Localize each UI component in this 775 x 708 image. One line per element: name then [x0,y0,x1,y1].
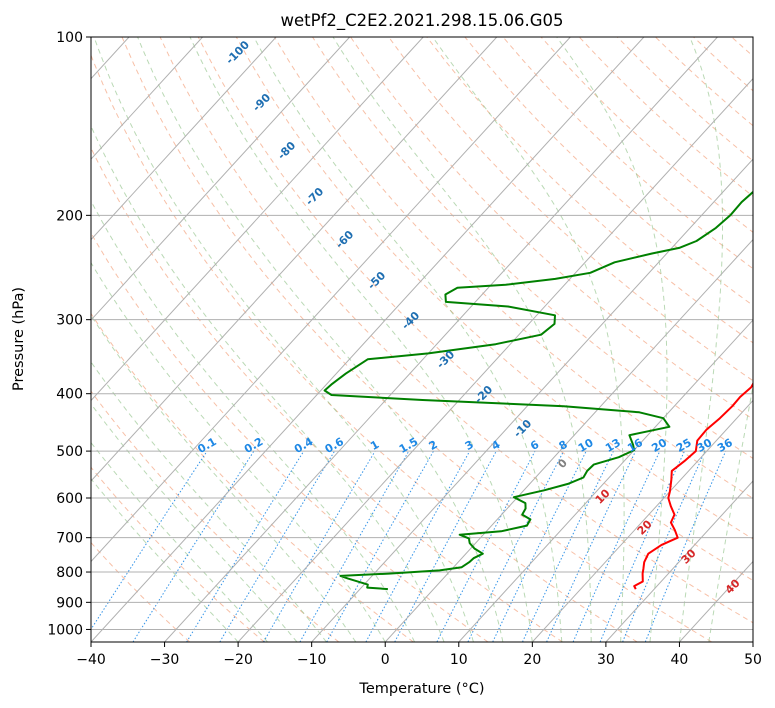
moist-adiabat [678,37,723,642]
plot-frame [90,36,754,643]
moist-adiabat [556,37,668,642]
moist-adiabat [332,37,592,642]
moist-adiabat [91,314,357,642]
moist-adiabat [91,478,239,642]
x-axis-title: Temperature (°C) [358,681,484,697]
x-tick-label: 0 [381,652,390,668]
isotherm-gridline [531,399,753,642]
x-tick-label: 40 [671,652,689,668]
isotherm-gridline [91,37,277,241]
dry-adiabat [464,37,753,307]
dry-adiabat [91,466,265,642]
isotherm-gridline [311,158,753,642]
y-tick-label: 900 [56,595,83,611]
x-tick-label: 20 [523,652,541,668]
mixing-ratio-line [326,450,434,642]
dry-adiabat [388,37,753,382]
y-axis-title: Pressure (hPa) [11,287,27,391]
dry-adiabat [91,146,563,642]
moist-adiabat [708,383,753,642]
dry-adiabat [159,37,753,624]
dewpoint-profile-line [323,190,753,591]
temperature-profile-line [633,381,753,590]
isotherm-gridline [605,480,753,642]
isotherm-gridline [384,238,753,642]
isotherm-gridline [91,37,645,642]
isotherm-gridline [91,37,351,321]
moist-adiabat [253,37,563,642]
x-tick-label: −20 [223,652,253,668]
y-tick-label: 700 [56,531,83,547]
x-axis: −40 −30 −20 −10 0 10 20 30 40 50 [76,642,762,668]
dry-adiabat [91,53,638,642]
y-tick-label: 1000 [47,622,83,638]
y-tick-label: 600 [56,491,83,507]
mixing-ratio-line [572,450,661,642]
y-axis: 100 200 300 400 500 600 700 800 900 1000 [47,30,91,638]
isotherm-gridline [91,37,571,563]
mixing-ratio-line [599,450,685,642]
y-tick-label: 500 [56,444,83,460]
x-tick-label: 10 [450,652,468,668]
mixing-ratio-line [219,450,336,642]
moist-adiabat [91,125,445,642]
mixing-ratio-line [186,450,305,642]
mixing-ratio-line [622,450,706,642]
isotherm-gridline [164,37,718,642]
moist-adiabat [432,37,625,642]
mixing-ratio-line [522,450,614,642]
moist-adiabat [91,441,268,642]
mixing-ratio-line [91,450,208,631]
dry-adiabat [91,390,340,642]
isotherm-gridline [91,37,498,482]
moist-adiabat [137,37,504,642]
mixing-ratio-line [365,450,471,642]
x-tick-label: −40 [76,652,106,668]
mixing-ratio-line [132,450,255,642]
y-tick-label: 100 [56,30,83,46]
moist-adiabat [93,37,474,642]
mixing-ratio-line [436,450,536,642]
mixing-ratio-line [467,450,565,642]
plot-area [91,37,753,642]
isotherm-gridline [91,37,424,402]
dry-adiabat [91,232,489,642]
y-tick-label: 400 [56,387,83,403]
y-tick-label: 800 [56,565,83,581]
isotherm-gridline [91,37,203,160]
x-tick-label: 50 [744,652,762,668]
moist-adiabat [91,403,298,642]
isotherm-gridline [458,319,753,642]
x-tick-label: −30 [150,652,180,668]
mixing-ratio-line [546,450,637,642]
moist-adiabat [91,261,386,642]
x-tick-label: −10 [297,652,327,668]
x-tick-label: 30 [597,652,615,668]
chart-title: wetPf2_C2E2.2021.298.15.06.G05 [280,11,563,31]
y-tick-label: 300 [56,313,83,329]
mixing-ratio-line [394,450,497,642]
dry-adiabat [350,37,753,420]
y-tick-label: 200 [56,208,83,224]
